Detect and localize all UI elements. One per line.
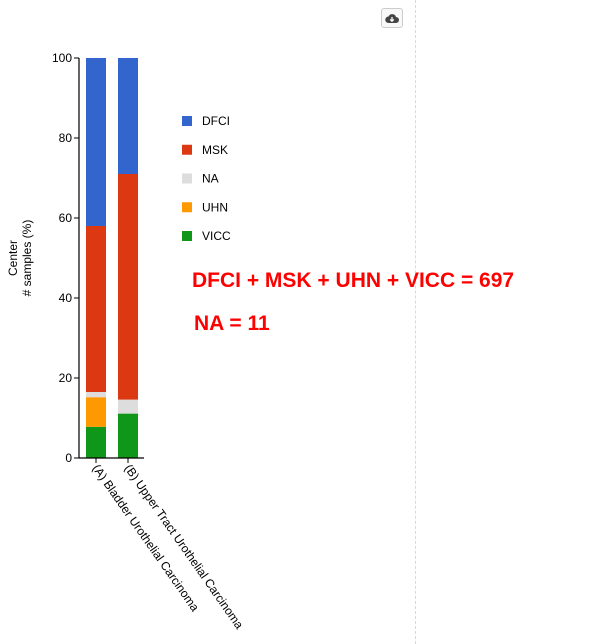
bar-segment-dfci (86, 58, 106, 226)
bar-segment-dfci (118, 58, 138, 174)
legend-swatch-uhn (182, 202, 192, 213)
bar-segment-msk (86, 226, 106, 392)
bar-segment-msk (118, 174, 138, 400)
y-tick-label: 20 (59, 371, 73, 385)
legend-label-uhn: UHN (202, 200, 228, 214)
legend-swatch-na (182, 173, 192, 184)
y-tick-label: 0 (65, 451, 72, 465)
legend-swatch-msk (182, 144, 192, 155)
x-tick-label: (B) Upper Tract Urothelial Carcinoma (122, 462, 247, 632)
legend-swatch-vicc (182, 231, 192, 241)
legend-label-na: NA (202, 172, 219, 186)
legend-label-msk: MSK (202, 143, 228, 157)
y-axis-label-line1: Center (6, 240, 20, 276)
bar-segment-na (86, 392, 106, 398)
y-tick-label: 100 (52, 51, 72, 65)
y-axis-label-line2: # samples (%) (20, 220, 34, 297)
legend-label-dfci: DFCI (202, 114, 230, 128)
legend: DFCI MSK NA UHN VICC (182, 114, 231, 243)
legend-label-vicc: VICC (202, 229, 231, 243)
bars (86, 58, 138, 458)
bar-segment-vicc (86, 426, 106, 458)
na-annotation: NA = 11 (194, 312, 270, 335)
bar-segment-na (118, 399, 138, 414)
y-axis: 0 20 40 60 80 100 (52, 51, 80, 465)
x-axis: (A) Bladder Urothelial Carcinoma(B) Uppe… (79, 457, 247, 632)
total-annotation: DFCI + MSK + UHN + VICC = 697 (192, 269, 515, 292)
legend-swatch-dfci (182, 116, 192, 126)
bar-segment-uhn (86, 397, 106, 427)
bar-segment-vicc (118, 413, 138, 458)
panel-divider (415, 0, 416, 644)
y-tick-label: 80 (59, 131, 73, 145)
y-tick-label: 60 (59, 211, 73, 225)
download-button[interactable] (381, 8, 403, 28)
cloud-download-icon (385, 13, 399, 23)
y-tick-label: 40 (59, 291, 73, 305)
y-axis-label: Center # samples (%) (6, 220, 34, 297)
